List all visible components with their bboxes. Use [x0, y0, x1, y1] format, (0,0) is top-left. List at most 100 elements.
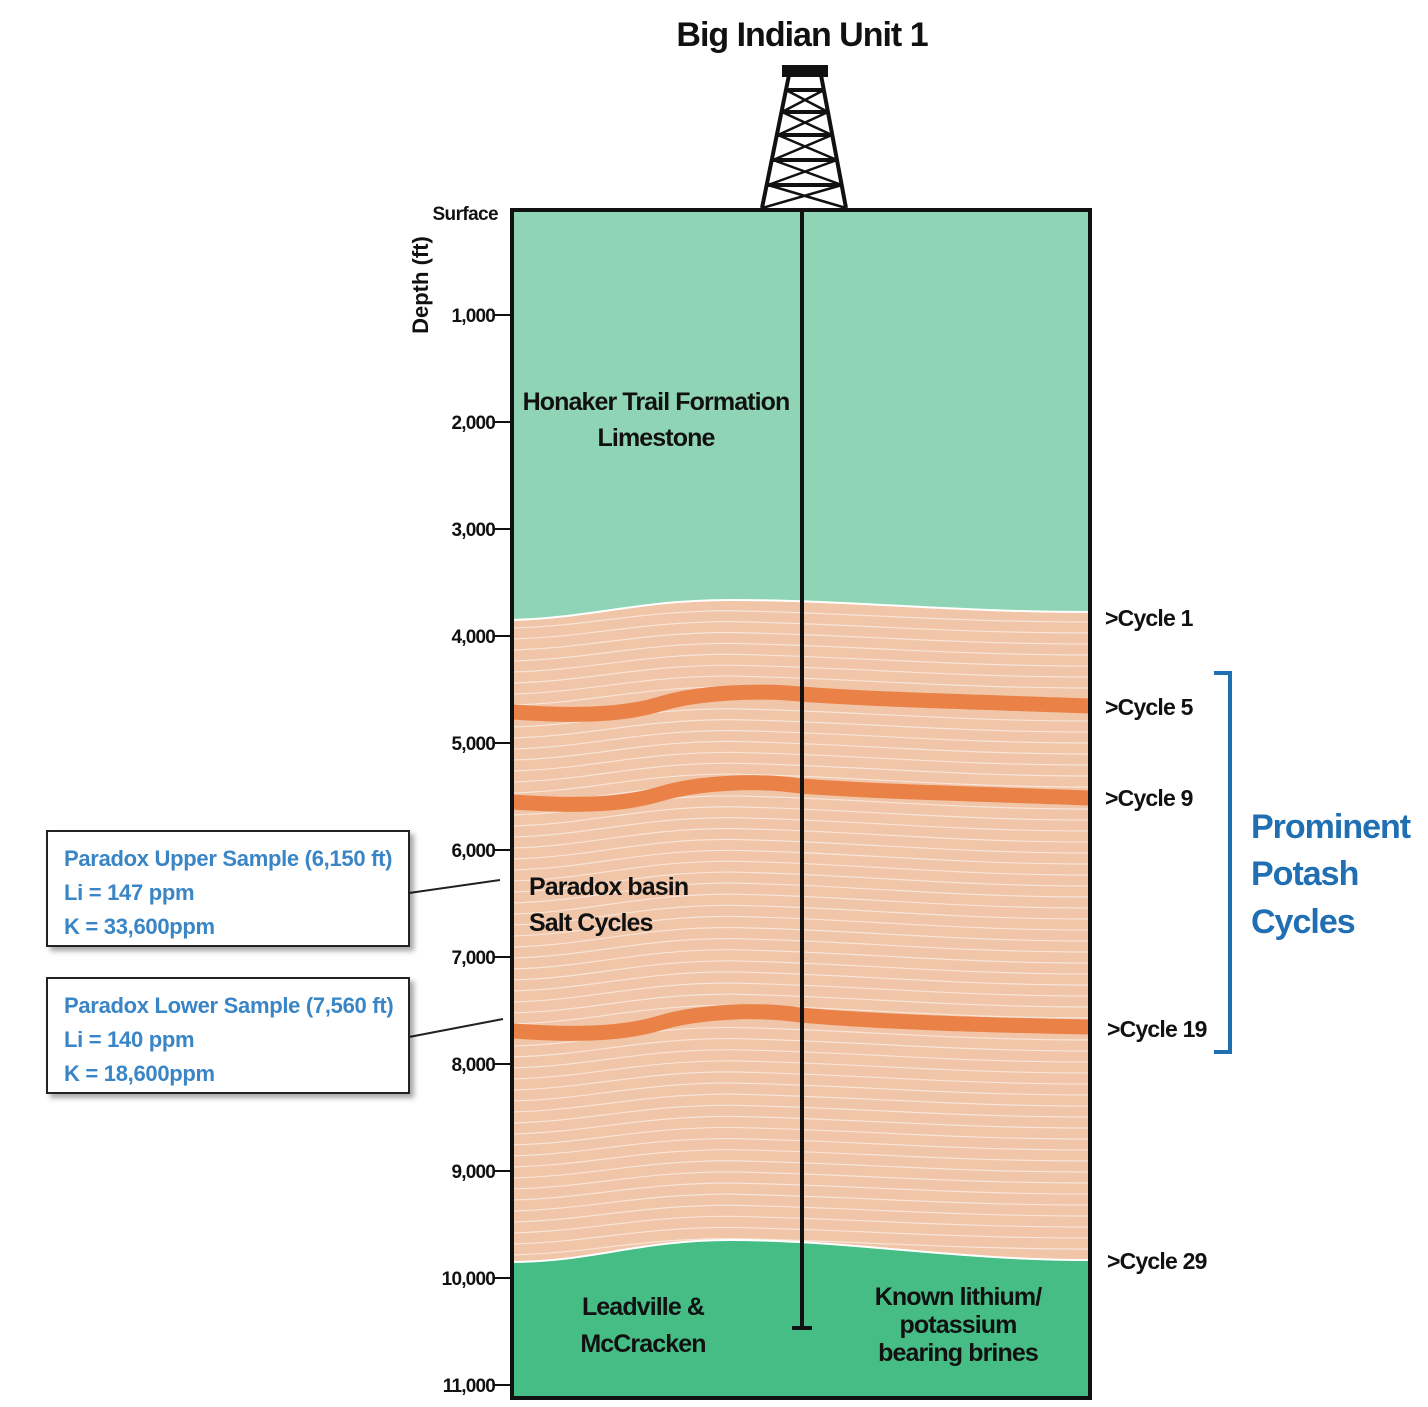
salt-cycle-line: [512, 1171, 1090, 1190]
salt-cycle-line: [512, 982, 1090, 1003]
salt-cycle-line: [512, 1193, 1090, 1212]
salt-cycle-line: [512, 1204, 1090, 1223]
salt-cycle-line: [512, 1037, 1090, 1058]
salt-cycle-line: [512, 610, 1090, 629]
depth-tick-label: 4,000: [451, 627, 495, 648]
depth-tick-label: 5,000: [451, 734, 495, 755]
salt-cycle-line: [512, 827, 1090, 849]
depth-axis-ticks: 1,000 2,000 3,000 4,000 5,000 6,000 7,000 8,000…: [442, 306, 512, 1397]
depth-tick-label: 1,000: [451, 306, 495, 327]
lower-sample-callout: Paradox Lower Sample (7,560 ft) Li = 140…: [46, 977, 410, 1094]
salt-cycle-line: [512, 773, 1090, 794]
lower-sample-title: Paradox Lower Sample (7,560 ft): [64, 993, 394, 1018]
cycle-19-label: >Cycle 19: [1107, 1016, 1207, 1042]
potash-band-cycle-9: [512, 775, 1090, 812]
surface-label: Surface: [432, 204, 498, 225]
depth-tick-label: 7,000: [451, 948, 495, 969]
bracket-label-line1: Prominent: [1251, 808, 1411, 846]
lower-sample-k: K = 18,600ppm: [64, 1061, 215, 1086]
salt-cycle-line: [512, 993, 1090, 1014]
salt-cycle-line: [512, 642, 1090, 662]
upper-sample-title: Paradox Upper Sample (6,150 ft): [64, 846, 393, 871]
salt-cycle-line: [512, 1149, 1090, 1168]
depth-tick-label: 6,000: [451, 841, 495, 862]
salt-cycle-line: [512, 838, 1090, 860]
depth-tick-label: 2,000: [451, 413, 495, 434]
salt-cycle-line: [512, 806, 1090, 827]
upper-sample-k: K = 33,600ppm: [64, 914, 215, 939]
salt-cycle-line: [512, 1093, 1090, 1113]
salt-cycle-line: [512, 860, 1090, 882]
cycle-5-label: >Cycle 5: [1105, 694, 1194, 720]
cycle-1-label: >Cycle 1: [1105, 605, 1194, 631]
upper-sample-leader: [408, 879, 501, 894]
lower-sample-li: Li = 140 ppm: [64, 1027, 195, 1052]
upper-sample-callout: Paradox Upper Sample (6,150 ft) Li = 147…: [46, 830, 410, 947]
salt-cycle-line: [512, 960, 1090, 981]
salt-cycle-line: [512, 871, 1090, 893]
salt-cycle-lines: [512, 610, 1090, 1256]
salt-cycle-line: [512, 1104, 1090, 1124]
brines-label-line3: bearing brines: [878, 1339, 1038, 1367]
salt-cycle-line: [512, 664, 1090, 684]
salt-cycle-line: [512, 817, 1090, 838]
brines-label-line2: potassium: [900, 1311, 1017, 1339]
salt-cycle-line: [512, 849, 1090, 871]
depth-tick-label: 9,000: [451, 1162, 495, 1183]
salt-cycle-line: [512, 1137, 1090, 1157]
salt-cycle-line: [512, 653, 1090, 673]
salt-cycle-line: [512, 740, 1090, 761]
salt-cycle-line: [512, 893, 1090, 915]
upper-sample-li: Li = 147 ppm: [64, 880, 195, 905]
brines-label-line1: Known lithium/: [875, 1283, 1042, 1311]
salt-cycle-line: [512, 949, 1090, 970]
cycle-9-label: >Cycle 9: [1105, 785, 1193, 811]
potash-band-cycle-5: [512, 684, 1090, 722]
salt-cycle-line: [512, 751, 1090, 772]
depth-tick-label: 3,000: [451, 520, 495, 541]
salt-cycle-line: [512, 729, 1090, 750]
salt-cycle-line: [512, 1182, 1090, 1201]
lower-sample-leader: [408, 1018, 504, 1038]
salt-cycle-line: [512, 937, 1090, 959]
salt-cycle-line: [512, 762, 1090, 783]
honaker-label-line1: Honaker Trail Formation: [523, 388, 790, 416]
potash-cycles-bracket: [1214, 671, 1232, 1054]
depth-tick-label: 8,000: [451, 1055, 495, 1076]
salt-cycle-line: [512, 621, 1090, 640]
salt-cycle-line: [512, 926, 1090, 948]
salt-cycle-line: [512, 1126, 1090, 1146]
bracket-label-line2: Potash: [1251, 855, 1358, 893]
paradox-label-line1: Paradox basin: [529, 873, 688, 901]
axis-title: Depth (ft): [408, 236, 433, 334]
salt-cycle-line: [512, 1226, 1090, 1245]
paradox-label-line2: Salt Cycles: [529, 909, 653, 937]
salt-cycle-line: [512, 915, 1090, 937]
salt-cycle-line: [512, 1049, 1090, 1069]
honaker-label-line2: Limestone: [598, 424, 716, 452]
drilling-rig-icon: [760, 65, 848, 210]
salt-cycle-line: [512, 1115, 1090, 1135]
salt-cycle-line: [512, 1237, 1090, 1256]
salt-cycle-line: [512, 631, 1090, 651]
leadville-label-line1: Leadville &: [582, 1293, 705, 1321]
salt-cycle-line: [512, 1215, 1090, 1234]
salt-cycle-line: [512, 675, 1090, 695]
bracket-label-line3: Cycles: [1251, 903, 1355, 941]
leadville-label-line2: McCracken: [580, 1330, 705, 1358]
salt-cycle-line: [512, 971, 1090, 992]
salt-cycle-line: [512, 719, 1090, 739]
diagram-title: Big Indian Unit 1: [676, 16, 927, 54]
salt-cycle-line: [512, 1082, 1090, 1102]
salt-cycle-line: [512, 1071, 1090, 1091]
salt-cycle-line: [512, 1160, 1090, 1179]
salt-cycle-line: [512, 1060, 1090, 1080]
potash-band-cycle-19: [512, 1004, 1090, 1041]
salt-cycle-line: [512, 904, 1090, 926]
salt-cycle-line: [512, 882, 1090, 904]
cycle-29-label: >Cycle 29: [1107, 1248, 1207, 1274]
depth-tick-label: 11,000: [443, 1376, 495, 1397]
depth-tick-label: 10,000: [442, 1269, 496, 1290]
